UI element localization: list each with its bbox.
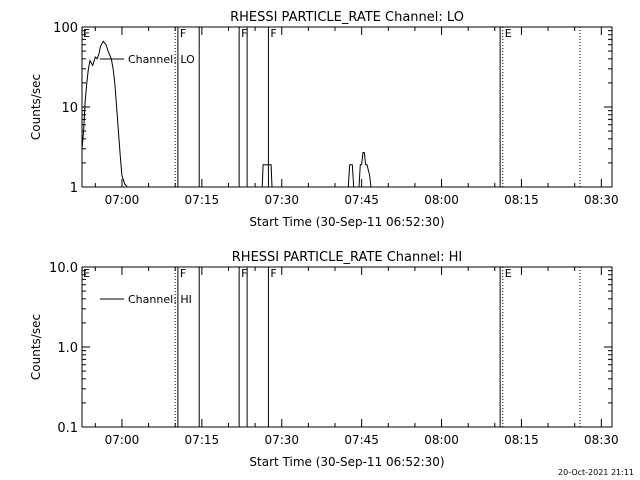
- chart-panel-1: RHESSI PARTICLE_RATE Channel: LO Start Ti…: [29, 10, 619, 229]
- flag-label: E: [505, 27, 512, 40]
- y-tick-label: 10: [61, 101, 78, 116]
- flag-label: E: [505, 267, 512, 280]
- x-tick-label: 08:30: [584, 433, 619, 447]
- x-tick-label: 07:15: [185, 193, 220, 207]
- x-tick-label: 07:45: [344, 193, 379, 207]
- x-tick-label: 08:00: [424, 433, 459, 447]
- y-tick-label: 100: [53, 21, 78, 36]
- y-tick-label: 0.1: [57, 421, 78, 436]
- x-tick-label: 07:30: [264, 193, 299, 207]
- footer-timestamp: 20-Oct-2021 21:11: [558, 468, 634, 477]
- x-tick-label: 07:15: [185, 433, 220, 447]
- legend-label: Channel: HI: [128, 293, 192, 306]
- x-tick-label: 07:00: [105, 193, 140, 207]
- plot-frame: [81, 26, 613, 188]
- flag-label: F: [180, 267, 186, 280]
- x-tick-label: 08:00: [424, 193, 459, 207]
- flag-label: F: [180, 27, 186, 40]
- x-tick-label: 07:45: [344, 433, 379, 447]
- y-tick-label: 1: [70, 181, 78, 196]
- chart-title: RHESSI PARTICLE_RATE Channel: HI: [232, 250, 462, 265]
- flag-label: E: [83, 27, 90, 40]
- y-axis-label: Counts/sec: [29, 74, 43, 140]
- x-axis-label: Start Time (30-Sep-11 06:52:30): [249, 455, 444, 469]
- y-axis-label: Counts/sec: [29, 314, 43, 380]
- legend-label: Channel: LO: [128, 53, 195, 66]
- x-tick-label: 08:30: [584, 193, 619, 207]
- x-tick-label: 08:15: [504, 433, 539, 447]
- flag-label: F: [241, 27, 247, 40]
- x-axis-label: Start Time (30-Sep-11 06:52:30): [249, 215, 444, 229]
- x-tick-label: 08:15: [504, 193, 539, 207]
- flag-label: F: [241, 267, 247, 280]
- plot-frame: [81, 266, 613, 428]
- series-line: [81, 40, 372, 188]
- x-tick-label: 07:30: [264, 433, 299, 447]
- chart-panel-2: RHESSI PARTICLE_RATE Channel: HI Start Ti…: [29, 250, 619, 469]
- flag-label: F: [270, 27, 276, 40]
- flag-label: E: [83, 267, 90, 280]
- chart-title: RHESSI PARTICLE_RATE Channel: LO: [230, 10, 464, 25]
- y-tick-label: 1.0: [57, 341, 78, 356]
- y-tick-label: 10.0: [49, 261, 78, 276]
- x-tick-label: 07:00: [105, 433, 140, 447]
- flag-label: F: [270, 267, 276, 280]
